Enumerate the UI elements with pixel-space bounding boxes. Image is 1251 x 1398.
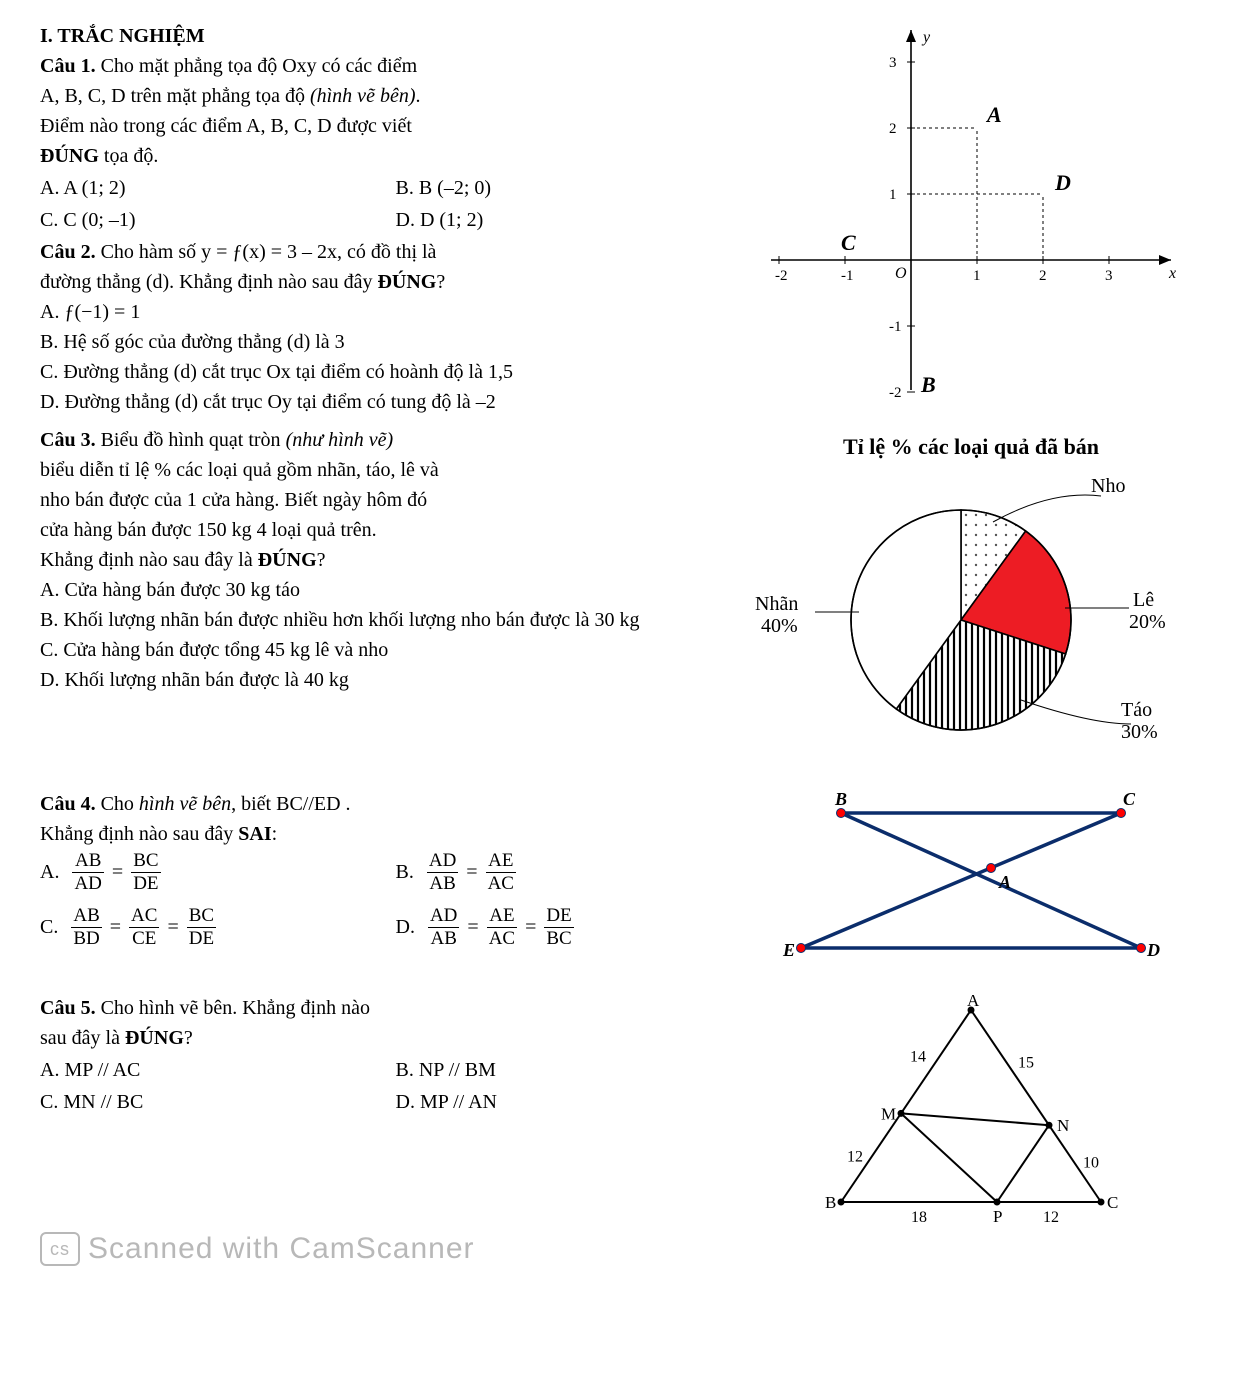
camscanner-icon: cs <box>40 1232 80 1266</box>
q4-opt-a: A. ABAD = BCDE <box>40 850 356 895</box>
q1-opt-b: B. B (–2; 0) <box>396 174 712 202</box>
q5-opt-a: A. MP // AC <box>40 1056 356 1084</box>
svg-text:Nhãn: Nhãn <box>755 593 798 615</box>
svg-text:P: P <box>993 1207 1002 1222</box>
svg-text:y: y <box>921 29 931 46</box>
svg-text:-1: -1 <box>841 268 854 284</box>
q4-line1: Câu 4. Cho hình vẽ bên, biết BC//ED . <box>40 790 711 818</box>
q1-opt-c: C. C (0; –1) <box>40 206 356 234</box>
q3-line1: Câu 3. Biểu đồ hình quạt tròn (như hình … <box>40 426 711 454</box>
q5-opt-d: D. MP // AN <box>396 1088 712 1116</box>
svg-text:D: D <box>1146 940 1160 960</box>
scanner-watermark: cs Scanned with CamScanner <box>40 1232 1211 1266</box>
svg-text:-1: -1 <box>889 319 902 335</box>
svg-text:Táo: Táo <box>1121 699 1152 721</box>
svg-text:12: 12 <box>1043 1209 1059 1222</box>
svg-text:x: x <box>1168 265 1176 282</box>
q3-line3: nho bán được của 1 cửa hàng. Biết ngày h… <box>40 486 711 514</box>
q1-line1: Câu 1. Cho mặt phẳng tọa độ Oxy có các đ… <box>40 52 711 80</box>
q2-opt-a: A. ƒ(−1) = 1 <box>40 298 711 326</box>
q1-line4: ĐÚNG tọa độ. <box>40 142 711 170</box>
q4-line2: Khẳng định nào sau đây SAI: <box>40 820 711 848</box>
coordinate-graph: x y O -2 -1 1 2 3 -2 -1 1 2 3 A D C B <box>761 20 1181 410</box>
q3-line5: Khẳng định nào sau đây là ĐÚNG? <box>40 546 711 574</box>
svg-text:M: M <box>881 1104 896 1123</box>
q5-line2: sau đây là ĐÚNG? <box>40 1024 711 1052</box>
q1-opt-a: A. A (1; 2) <box>40 174 356 202</box>
svg-text:O: O <box>895 265 907 282</box>
q3-line4: cửa hàng bán được 150 kg 4 loại quả trên… <box>40 516 711 544</box>
svg-text:A: A <box>967 992 980 1010</box>
svg-text:2: 2 <box>889 121 897 137</box>
section-title: I. TRẮC NGHIỆM <box>40 22 711 50</box>
q2-line2: đường thẳng (d). Khẳng định nào sau đây … <box>40 268 711 296</box>
q2-line1: Câu 2. Cho hàm số y = ƒ(x) = 3 – 2x, có … <box>40 238 711 266</box>
svg-text:B: B <box>920 372 936 397</box>
q3-opt-a: A. Cửa hàng bán được 30 kg táo <box>40 576 711 604</box>
svg-text:-2: -2 <box>775 268 788 284</box>
q5-opt-c: C. MN // BC <box>40 1088 356 1116</box>
svg-text:30%: 30% <box>1121 721 1158 743</box>
svg-text:12: 12 <box>847 1149 863 1166</box>
q2-opt-d: D. Đường thẳng (d) cắt trục Oy tại điểm … <box>40 388 711 416</box>
svg-text:B: B <box>834 789 847 809</box>
svg-text:C: C <box>1123 789 1136 809</box>
svg-text:1: 1 <box>973 268 981 284</box>
svg-text:C: C <box>841 230 856 255</box>
svg-text:B: B <box>825 1193 836 1212</box>
q1-line2: A, B, C, D trên mặt phẳng tọa độ (hình v… <box>40 82 711 110</box>
q4-opt-c: C. ABBD = ACCE = BCDE <box>40 905 356 950</box>
pie-chart: Nho Lê20% Táo30% Nhãn40% <box>741 470 1201 770</box>
svg-text:A: A <box>985 102 1002 127</box>
q2-opt-b: B. Hệ số góc của đường thẳng (d) là 3 <box>40 328 711 356</box>
q3-opt-b: B. Khối lượng nhãn bán được nhiều hơn kh… <box>40 606 711 634</box>
q4-opt-d: D. ADAB = AEAC = DEBC <box>396 905 712 950</box>
q5-opt-b: B. NP // BM <box>396 1056 712 1084</box>
q4-opt-b: B. ADAB = AEAC <box>396 850 712 895</box>
svg-text:2: 2 <box>1039 268 1047 284</box>
svg-text:-2: -2 <box>889 385 902 401</box>
svg-text:3: 3 <box>889 55 897 71</box>
svg-text:20%: 20% <box>1129 611 1166 633</box>
q1-line3: Điểm nào trong các điểm A, B, C, D được … <box>40 112 711 140</box>
svg-text:1: 1 <box>889 187 897 203</box>
svg-text:3: 3 <box>1105 268 1113 284</box>
svg-text:10: 10 <box>1083 1155 1099 1172</box>
svg-text:Nho: Nho <box>1091 475 1125 497</box>
svg-text:A: A <box>998 872 1011 892</box>
svg-text:E: E <box>782 940 795 960</box>
svg-text:N: N <box>1057 1116 1069 1135</box>
q3-line2: biểu diễn tỉ lệ % các loại quả gồm nhãn,… <box>40 456 711 484</box>
q2-opt-c: C. Đường thẳng (d) cắt trục Ox tại điểm … <box>40 358 711 386</box>
similar-triangles-figure: B C E D A <box>761 788 1181 978</box>
q5-line1: Câu 5. Cho hình vẽ bên. Khẳng định nào <box>40 994 711 1022</box>
svg-text:40%: 40% <box>761 615 798 637</box>
q3-opt-d: D. Khối lượng nhãn bán được là 40 kg <box>40 666 711 694</box>
q1-opt-d: D. D (1; 2) <box>396 206 712 234</box>
svg-text:C: C <box>1107 1193 1118 1212</box>
svg-text:18: 18 <box>911 1209 927 1222</box>
svg-text:Lê: Lê <box>1133 589 1154 611</box>
q3-opt-c: C. Cửa hàng bán được tổng 45 kg lê và nh… <box>40 636 711 664</box>
svg-text:15: 15 <box>1018 1055 1034 1072</box>
triangle-figure: A B C M N P 14 15 12 10 18 12 <box>801 992 1141 1222</box>
svg-text:14: 14 <box>910 1049 926 1066</box>
svg-text:D: D <box>1054 170 1071 195</box>
pie-title: Tỉ lệ % các loại quả đã bán <box>731 434 1211 460</box>
